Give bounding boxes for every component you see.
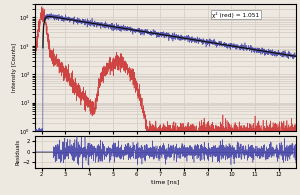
Y-axis label: Residuals: Residuals: [16, 139, 20, 165]
Text: χ² (red) = 1.051: χ² (red) = 1.051: [212, 12, 259, 18]
Y-axis label: Intensity [Counts]: Intensity [Counts]: [12, 43, 17, 92]
X-axis label: time [ns]: time [ns]: [151, 179, 179, 184]
